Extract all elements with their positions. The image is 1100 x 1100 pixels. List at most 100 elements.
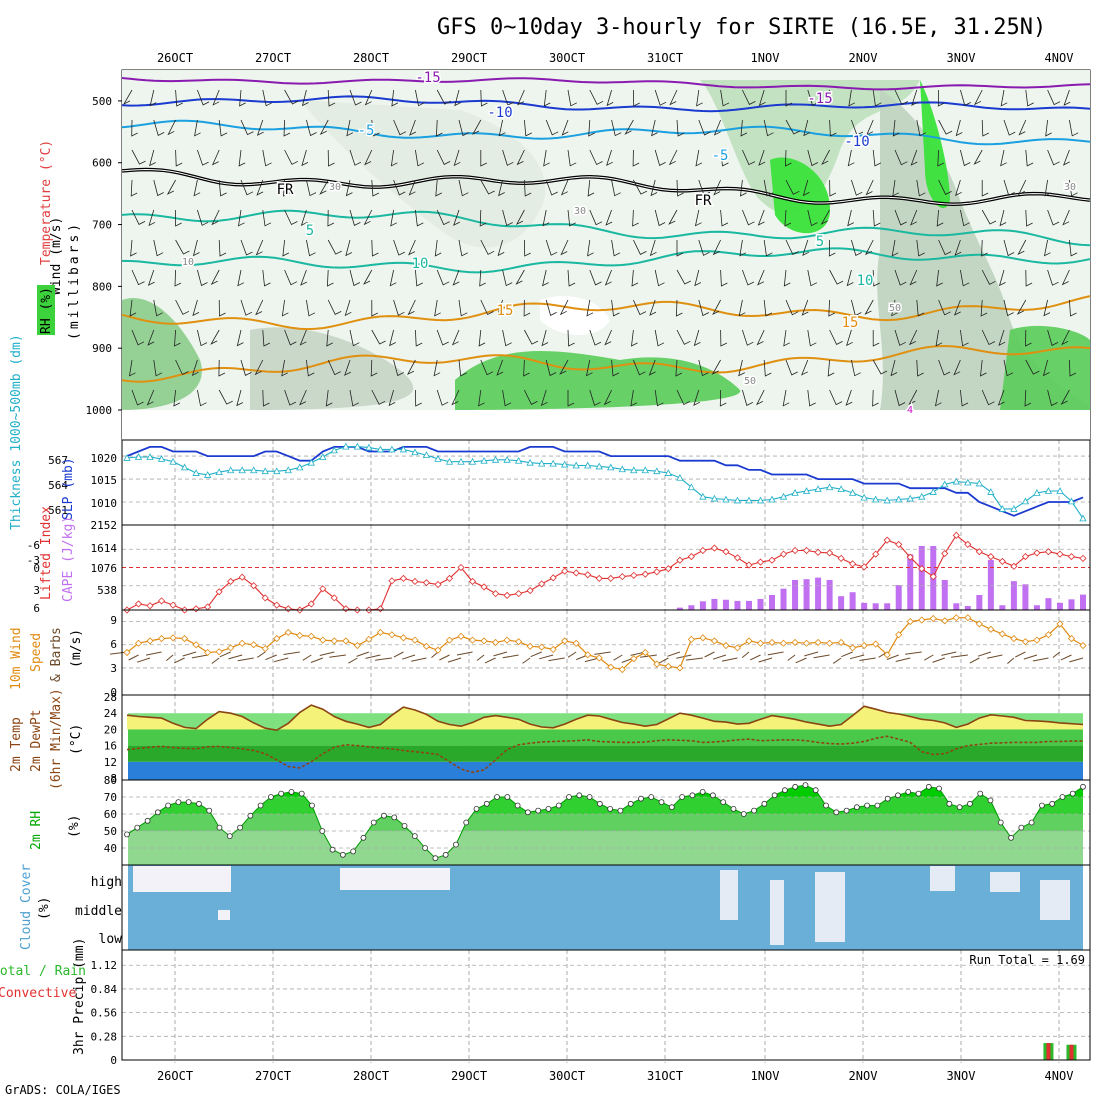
temp-fill [127,705,1083,730]
wind-barb [872,389,879,407]
wind-barb [1016,299,1027,315]
wind-barb [393,179,406,196]
wind-barb [516,149,525,166]
thickness-point [342,442,350,450]
wind-barb [632,209,639,227]
precip-tick: 1.12 [91,959,118,972]
temp-tick: 16 [104,740,117,753]
wind-barb-10m [211,657,220,664]
wind-barb [194,119,201,137]
cloud-cover-panel: high middle low [75,864,1091,951]
wind10-axis-label-a: 10m Wind [9,627,24,690]
thickness-point [319,453,327,460]
wind-barb [742,389,753,406]
wind-speed-point [284,628,292,636]
wind-speed-point [192,641,200,649]
wind-speed-point [261,645,269,653]
wind-barb [327,359,341,376]
rh-2m-point [648,794,655,800]
rh-2m-point [124,831,130,838]
wind-barb [560,239,569,256]
wind-barb [436,389,449,406]
lifted-index-point [307,600,315,608]
wind-barb [237,209,245,227]
cape-bar [849,592,856,610]
wind-barb [848,89,856,107]
lifted-index-point [1067,553,1076,561]
wind-barb [299,389,307,406]
wind-barb-10m [977,651,992,657]
wind-barb [282,239,290,257]
wind-barb [738,359,745,377]
thickness-point [365,443,373,451]
wind-barb [675,299,683,317]
wind-barb-10m [741,651,750,658]
wind-barb-10m [1007,657,1015,664]
wind-barb [306,179,317,197]
wind-barb [393,239,405,256]
wind-speed-point [710,637,718,645]
precip-convective-bar [1046,1043,1051,1060]
thickness-point [157,455,166,462]
wind-barb [606,89,614,107]
thickness-point [169,457,177,465]
cloud-level-label: low [99,932,123,947]
wind-barb [938,359,951,376]
cape-bar [745,600,752,610]
lifted-index-point [929,573,937,581]
thickness-point [549,459,557,467]
rh-2m-point [576,792,583,799]
rh-2m-point [442,851,449,858]
wind-barb [960,89,971,106]
wind-barb-10m [476,654,485,661]
wind-barb [453,209,460,226]
wind-barb [821,149,830,166]
thickness-point [918,492,926,500]
wind-barb [820,209,830,225]
wind-barb [1044,179,1052,197]
rh-2m-point [627,800,634,807]
wind-barb [980,299,988,317]
wind-barb-10m [932,657,945,663]
lifted-index-point [273,601,281,609]
rh-2m-point [360,834,367,841]
rh-2m-point [1069,790,1076,797]
thickness-point [1067,497,1076,505]
cape-bar [1033,605,1040,610]
thickness-point [434,455,442,462]
cloud-background [128,865,1083,950]
wind-barb [167,119,176,136]
wind-barb [147,329,155,346]
rh-2m-point [823,802,829,809]
wind-barb-10m [849,654,865,660]
wind-barb [390,149,398,167]
wind-barb-10m [905,651,922,655]
wind-barb [281,299,289,317]
wind-barb-10m [375,657,392,661]
wind-speed-point [918,616,926,624]
wind-barb [633,179,648,195]
wind-speed-point [1021,638,1029,646]
wind-barb [567,329,575,347]
lifted-index-point [445,574,454,582]
wind-barb [567,89,577,107]
wind-barb [524,239,531,257]
cape-bar [918,546,925,610]
thickness-tick: 564 [48,479,68,492]
rh-2m-point [710,792,716,799]
cape-bar [1010,581,1017,610]
wind-barb [153,299,163,317]
wind-barb [238,149,246,167]
wind-barb [545,359,557,377]
thickness-point [480,456,488,464]
wind-speed-point [515,638,523,646]
wind-barb [757,209,765,226]
wind-speed-point [849,644,857,652]
wind-barb [319,119,329,136]
wind-barb [937,149,944,167]
wind-speed-point [860,641,868,650]
rh-2m-point [463,819,470,826]
temp-tick: 28 [104,691,117,704]
lifted-index-point [883,536,891,544]
